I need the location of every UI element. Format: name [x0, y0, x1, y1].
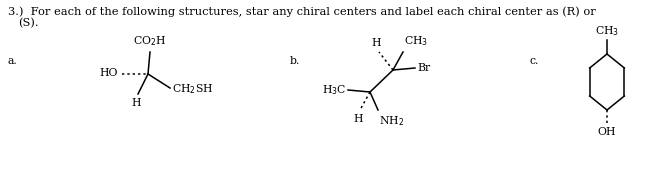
- Text: H: H: [131, 98, 141, 108]
- Text: 3.)  For each of the following structures, star any chiral centers and label eac: 3.) For each of the following structures…: [8, 6, 596, 17]
- Text: H: H: [353, 114, 363, 124]
- Text: CH$_2$SH: CH$_2$SH: [172, 82, 213, 96]
- Text: HO: HO: [99, 68, 118, 78]
- Text: (S).: (S).: [18, 18, 39, 28]
- Text: H: H: [371, 38, 381, 48]
- Text: H$_3$C: H$_3$C: [322, 83, 346, 97]
- Text: NH$_2$: NH$_2$: [379, 114, 404, 128]
- Text: CO$_2$H: CO$_2$H: [133, 34, 166, 48]
- Text: OH: OH: [598, 127, 616, 137]
- Text: c.: c.: [530, 56, 539, 66]
- Text: a.: a.: [8, 56, 18, 66]
- Text: CH$_3$: CH$_3$: [404, 34, 428, 48]
- Text: b.: b.: [290, 56, 300, 66]
- Text: CH$_3$: CH$_3$: [595, 24, 619, 38]
- Text: Br: Br: [417, 63, 430, 73]
